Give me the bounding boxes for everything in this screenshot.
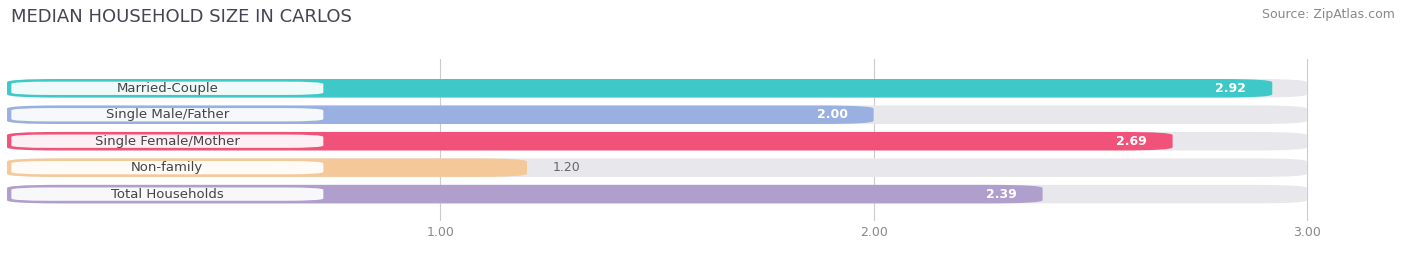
Text: 2.39: 2.39 — [986, 187, 1017, 201]
Text: 1.20: 1.20 — [553, 161, 581, 174]
FancyBboxPatch shape — [11, 161, 323, 174]
Text: Single Male/Father: Single Male/Father — [105, 108, 229, 121]
FancyBboxPatch shape — [7, 79, 1308, 98]
Text: 2.69: 2.69 — [1116, 135, 1147, 148]
Text: 2.00: 2.00 — [817, 108, 848, 121]
FancyBboxPatch shape — [11, 82, 323, 95]
FancyBboxPatch shape — [7, 185, 1308, 203]
Text: 2.92: 2.92 — [1215, 82, 1246, 95]
Text: Source: ZipAtlas.com: Source: ZipAtlas.com — [1261, 8, 1395, 21]
FancyBboxPatch shape — [7, 79, 1272, 98]
Text: MEDIAN HOUSEHOLD SIZE IN CARLOS: MEDIAN HOUSEHOLD SIZE IN CARLOS — [11, 8, 352, 26]
FancyBboxPatch shape — [7, 158, 527, 177]
Text: Non-family: Non-family — [131, 161, 204, 174]
FancyBboxPatch shape — [7, 185, 1043, 203]
Text: Total Households: Total Households — [111, 187, 224, 201]
FancyBboxPatch shape — [11, 108, 323, 121]
Text: Single Female/Mother: Single Female/Mother — [96, 135, 240, 148]
FancyBboxPatch shape — [11, 134, 323, 148]
Text: Married-Couple: Married-Couple — [117, 82, 218, 95]
FancyBboxPatch shape — [11, 187, 323, 201]
FancyBboxPatch shape — [7, 158, 1308, 177]
FancyBboxPatch shape — [7, 132, 1173, 150]
FancyBboxPatch shape — [7, 105, 1308, 124]
FancyBboxPatch shape — [7, 132, 1308, 150]
FancyBboxPatch shape — [7, 105, 873, 124]
